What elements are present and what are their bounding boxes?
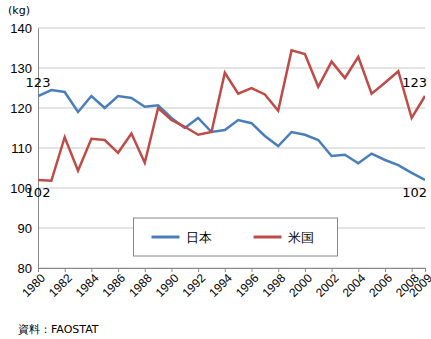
- x-tick: 1990: [153, 268, 182, 300]
- x-tick-label: 1980: [19, 271, 48, 300]
- grid: [38, 28, 425, 268]
- legend-label: 日本: [186, 230, 212, 245]
- x-tick: 2009: [406, 268, 431, 300]
- annotations: 123 102 123 102: [26, 75, 427, 200]
- y-tick: 130: [10, 61, 38, 76]
- x-tick-label: 1992: [179, 271, 208, 300]
- y-tick: 140: [10, 21, 38, 36]
- y-tick-label: 130: [10, 61, 32, 76]
- y-tick-label: 90: [18, 221, 32, 236]
- grid-line: [38, 148, 425, 149]
- y-tick-label: 140: [10, 21, 32, 36]
- annotation: 123: [402, 75, 427, 90]
- y-tick: 110: [11, 141, 38, 156]
- annotation: 102: [26, 185, 51, 200]
- annotation: 102: [402, 185, 427, 200]
- legend: 日本 米国: [134, 218, 338, 256]
- y-axis-title: (kg): [8, 4, 30, 17]
- y-tick-label: 110: [11, 141, 32, 156]
- x-tick-label: 2009: [406, 271, 431, 300]
- x-tick-label: 1988: [126, 271, 155, 300]
- grid-line: [38, 108, 425, 109]
- y-axis-line: [38, 29, 39, 269]
- x-tick: 1994: [206, 268, 235, 300]
- legend-label: 米国: [288, 230, 314, 245]
- legend-box: [134, 218, 338, 256]
- grid-line: [38, 188, 425, 189]
- x-tick-label: 2006: [366, 271, 395, 300]
- y-tick-label: 80: [18, 261, 32, 276]
- x-tick-label: 1984: [73, 271, 102, 300]
- chart: 8090100110120130140198019821984198619881…: [0, 0, 431, 339]
- x-tick: 1992: [179, 268, 208, 300]
- x-tick-label: 1982: [46, 271, 75, 300]
- x-tick-label: 2000: [286, 271, 315, 300]
- x-tick-label: 2002: [313, 271, 342, 300]
- x-tick: 2004: [340, 268, 369, 300]
- annotation: 123: [26, 75, 51, 90]
- x-tick: 1998: [260, 268, 289, 300]
- legend-swatch: [152, 236, 180, 239]
- x-tick: 1986: [99, 268, 128, 300]
- plot: 8090100110120130140198019821984198619881…: [10, 21, 431, 300]
- x-tick-label: 1998: [260, 271, 289, 300]
- grid-line: [38, 68, 425, 69]
- lines: [38, 50, 425, 180]
- series-line: [38, 50, 425, 180]
- x-axis: 1980198219841986198819901992199419961998…: [19, 268, 431, 300]
- x-axis-line: [39, 269, 426, 273]
- y-tick: 90: [18, 221, 38, 236]
- y-tick: 120: [10, 101, 38, 116]
- x-tick: 1988: [126, 268, 155, 300]
- x-tick-label: 1994: [206, 271, 235, 300]
- x-tick: 2000: [286, 268, 315, 300]
- x-tick-label: 2004: [340, 271, 369, 300]
- legend-swatch: [254, 236, 282, 239]
- grid-line: [38, 28, 425, 29]
- x-tick-label: 1990: [153, 271, 182, 300]
- y-axis: 8090100110120130140: [10, 21, 38, 276]
- caption: 資料：FAOSTAT: [18, 323, 99, 336]
- x-tick: 1984: [73, 268, 102, 300]
- x-tick: 1996: [233, 268, 262, 300]
- x-tick: 1982: [46, 268, 75, 300]
- x-tick-label: 1986: [99, 271, 128, 300]
- x-tick-label: 1996: [233, 271, 262, 300]
- x-tick: 1980: [19, 268, 48, 300]
- series-line: [38, 90, 425, 180]
- x-tick: 2006: [366, 268, 395, 300]
- y-tick-label: 120: [10, 101, 32, 116]
- x-tick: 2002: [313, 268, 342, 300]
